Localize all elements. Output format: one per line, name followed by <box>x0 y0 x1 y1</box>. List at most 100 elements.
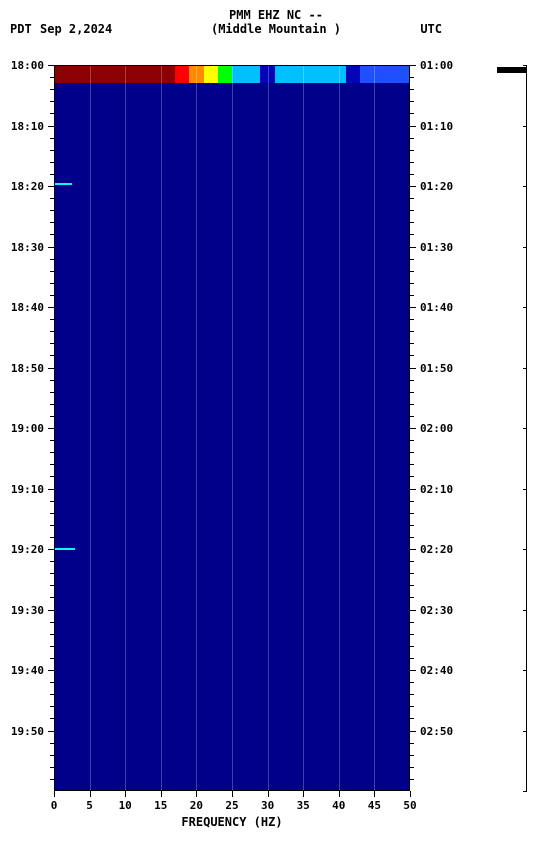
minor-tick <box>410 634 414 635</box>
band-segment <box>232 65 260 83</box>
station-name: (Middle Mountain ) <box>0 22 552 36</box>
x-tick-mark <box>125 791 126 797</box>
tick-mark <box>410 549 416 550</box>
x-tick-label: 25 <box>225 799 238 812</box>
minor-tick <box>410 694 414 695</box>
x-tick-mark <box>90 791 91 797</box>
band-segment <box>346 65 360 83</box>
minor-tick <box>410 283 414 284</box>
tick-mark <box>410 610 416 611</box>
minor-tick <box>50 682 54 683</box>
minor-tick <box>410 392 414 393</box>
y-tick-left-label: 18:10 <box>11 120 44 133</box>
minor-tick <box>50 234 54 235</box>
gridline <box>196 65 197 791</box>
y-tick-left-label: 19:30 <box>11 604 44 617</box>
x-tick-label: 35 <box>297 799 310 812</box>
gridline <box>232 65 233 791</box>
legend-tick <box>523 247 527 248</box>
gridline <box>161 65 162 791</box>
minor-tick <box>410 464 414 465</box>
chart-header: PMM EHZ NC -- PDT Sep 2,2024 (Middle Mou… <box>0 8 552 22</box>
legend-tick <box>523 549 527 550</box>
minor-tick <box>50 755 54 756</box>
y-tick-right-label: 01:10 <box>420 120 453 133</box>
y-axis-right: 01:0001:1001:2001:3001:4001:5002:0002:10… <box>410 65 470 791</box>
minor-tick <box>50 476 54 477</box>
minor-tick <box>50 138 54 139</box>
minor-tick <box>50 525 54 526</box>
tick-mark <box>48 428 54 429</box>
minor-tick <box>50 101 54 102</box>
minor-tick <box>410 89 414 90</box>
band-segment <box>204 65 218 83</box>
signal-streak <box>54 183 72 185</box>
minor-tick <box>410 706 414 707</box>
minor-tick <box>410 138 414 139</box>
minor-tick <box>50 113 54 114</box>
y-tick-right-label: 02:50 <box>420 725 453 738</box>
band-segment <box>65 65 175 83</box>
band-segment <box>360 65 410 83</box>
legend-tick <box>523 428 527 429</box>
minor-tick <box>50 658 54 659</box>
y-tick-right-label: 01:50 <box>420 362 453 375</box>
tick-mark <box>410 489 416 490</box>
minor-tick <box>50 646 54 647</box>
y-tick-left-label: 18:50 <box>11 362 44 375</box>
band-segment <box>175 65 189 83</box>
tz-right-label: UTC <box>420 22 442 36</box>
legend-tick <box>523 186 527 187</box>
minor-tick <box>50 743 54 744</box>
y-tick-right-label: 02:10 <box>420 483 453 496</box>
tick-mark <box>48 186 54 187</box>
minor-tick <box>410 380 414 381</box>
minor-tick <box>410 259 414 260</box>
minor-tick <box>50 501 54 502</box>
y-tick-right-label: 01:00 <box>420 59 453 72</box>
x-tick-mark <box>161 791 162 797</box>
y-tick-right-label: 01:40 <box>420 301 453 314</box>
minor-tick <box>410 295 414 296</box>
gridline <box>125 65 126 791</box>
minor-tick <box>50 343 54 344</box>
minor-tick <box>50 404 54 405</box>
minor-tick <box>410 767 414 768</box>
y-tick-left-label: 18:30 <box>11 241 44 254</box>
minor-tick <box>50 392 54 393</box>
minor-tick <box>50 585 54 586</box>
plot-border <box>54 65 410 66</box>
minor-tick <box>410 476 414 477</box>
minor-tick <box>50 718 54 719</box>
minor-tick <box>410 198 414 199</box>
y-tick-right-label: 02:20 <box>420 543 453 556</box>
x-tick-label: 40 <box>332 799 345 812</box>
x-tick-mark <box>54 791 55 797</box>
minor-tick <box>410 101 414 102</box>
minor-tick <box>410 718 414 719</box>
minor-tick <box>410 234 414 235</box>
y-tick-right-label: 01:20 <box>420 180 453 193</box>
x-tick-label: 10 <box>119 799 132 812</box>
legend-tick <box>523 368 527 369</box>
x-tick-label: 45 <box>368 799 381 812</box>
legend-tick <box>523 731 527 732</box>
minor-tick <box>410 561 414 562</box>
minor-tick <box>410 513 414 514</box>
tick-mark <box>410 731 416 732</box>
y-tick-left-label: 18:00 <box>11 59 44 72</box>
tick-mark <box>410 307 416 308</box>
minor-tick <box>410 404 414 405</box>
minor-tick <box>410 573 414 574</box>
legend-tick <box>523 610 527 611</box>
minor-tick <box>410 210 414 211</box>
minor-tick <box>50 198 54 199</box>
y-tick-right-label: 02:30 <box>420 604 453 617</box>
tick-mark <box>410 65 416 66</box>
tick-mark <box>48 368 54 369</box>
x-tick-label: 0 <box>51 799 58 812</box>
minor-tick <box>50 779 54 780</box>
tick-mark <box>410 247 416 248</box>
gridline <box>374 65 375 791</box>
y-tick-left-label: 19:20 <box>11 543 44 556</box>
